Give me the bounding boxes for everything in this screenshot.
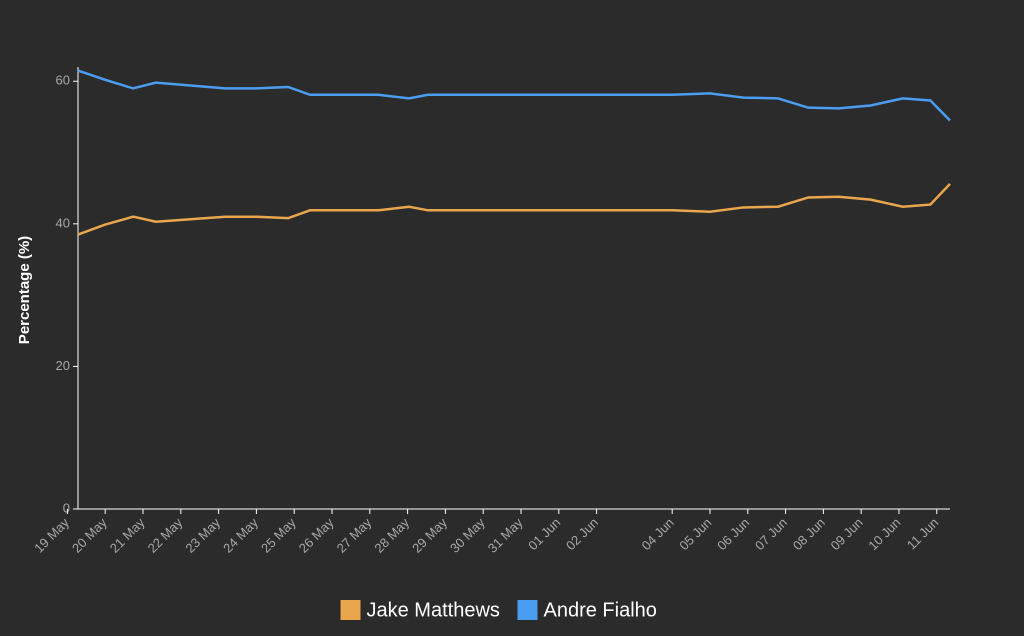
x-tick-label: 20 May — [69, 515, 110, 556]
x-tick-label: 02 Jun — [563, 515, 601, 553]
y-axis-label: Percentage (%) — [16, 236, 33, 344]
x-tick-label: 31 May — [485, 515, 526, 556]
x-tick-label: 06 Jun — [714, 515, 752, 553]
x-tick-label: 19 May — [31, 515, 72, 556]
x-tick-label: 29 May — [409, 515, 450, 556]
x-tick-label: 24 May — [220, 515, 261, 556]
y-tick-label: 0 — [63, 500, 70, 515]
x-tick-label: 04 Jun — [639, 515, 677, 553]
x-tick-label: 01 Jun — [525, 515, 563, 553]
y-tick-label: 20 — [56, 358, 70, 373]
x-tick-label: 26 May — [296, 515, 337, 556]
x-tick-label: 30 May — [447, 515, 488, 556]
x-tick-label: 05 Jun — [676, 515, 714, 553]
x-tick-label: 28 May — [371, 515, 412, 556]
x-tick-label: 08 Jun — [790, 515, 828, 553]
x-tick-label: 25 May — [258, 515, 299, 556]
x-tick-label: 07 Jun — [752, 515, 790, 553]
x-tick-label: 11 Jun — [904, 515, 942, 553]
line-series — [77, 183, 951, 236]
legend-label: Andre Fialho — [544, 599, 657, 621]
legend-swatch — [340, 600, 361, 620]
legend-swatch — [517, 600, 538, 620]
line-series — [77, 69, 951, 122]
y-tick-label: 60 — [56, 73, 70, 88]
x-tick-label: 27 May — [334, 515, 375, 556]
x-tick-label: 09 Jun — [828, 515, 866, 553]
legend-label: Jake Matthews — [367, 599, 500, 621]
x-tick-label: 22 May — [145, 515, 186, 556]
x-tick-label: 10 Jun — [865, 515, 903, 553]
y-tick-label: 40 — [56, 215, 70, 230]
x-tick-label: 23 May — [182, 515, 223, 556]
x-tick-label: 21 May — [107, 515, 148, 556]
